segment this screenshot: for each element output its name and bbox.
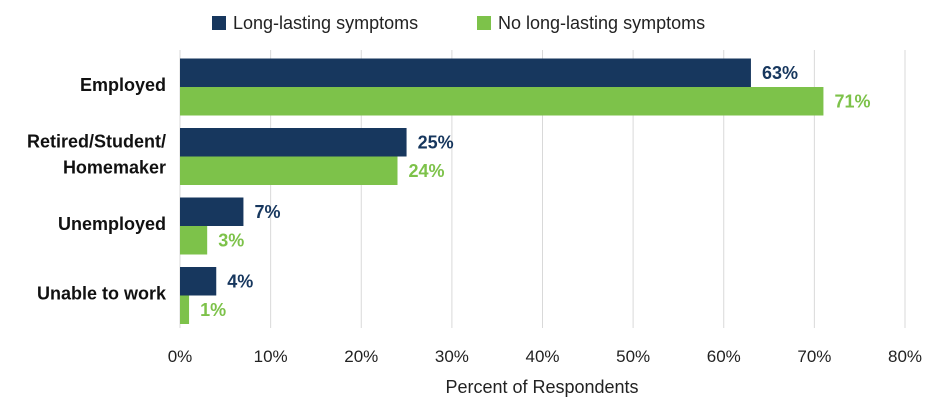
data-label: 4% xyxy=(227,271,253,291)
data-label: 71% xyxy=(834,91,870,111)
x-tick-label: 80% xyxy=(888,347,922,366)
x-tick-label: 20% xyxy=(344,347,378,366)
bar-no-long-lasting xyxy=(180,295,190,324)
legend-swatch xyxy=(212,16,226,30)
x-tick-label: 10% xyxy=(254,347,288,366)
bar-long-lasting xyxy=(180,128,407,157)
x-tick-label: 30% xyxy=(435,347,469,366)
legend: Long-lasting symptoms No long-lasting sym… xyxy=(212,13,705,33)
x-axis-ticks: 0% 10% 20% 30% 40% 50% 60% 70% 80% xyxy=(168,347,922,366)
bar-no-long-lasting xyxy=(180,156,398,185)
category-label: Employed xyxy=(80,75,166,95)
bar-long-lasting xyxy=(180,58,751,87)
x-tick-label: 70% xyxy=(797,347,831,366)
data-label: 24% xyxy=(409,161,445,181)
bar-long-lasting xyxy=(180,267,217,296)
bar-long-lasting xyxy=(180,197,244,226)
bar-no-long-lasting xyxy=(180,87,824,116)
legend-swatch xyxy=(477,16,491,30)
data-label: 3% xyxy=(218,230,244,250)
data-label: 25% xyxy=(418,132,454,152)
value-labels: 63% 71% 25% 24% 7% 3% 4%1% xyxy=(200,63,870,320)
x-axis-title: Percent of Respondents xyxy=(445,377,638,397)
x-tick-label: 60% xyxy=(707,347,741,366)
category-label: Homemaker xyxy=(63,157,166,177)
data-label: 7% xyxy=(254,202,280,222)
x-tick-label: 0% xyxy=(168,347,193,366)
category-label: Unable to work xyxy=(37,283,167,303)
legend-label: No long-lasting symptoms xyxy=(498,13,705,33)
category-label: Retired/Student/ xyxy=(27,131,166,151)
data-label: 63% xyxy=(762,63,798,83)
data-label: 1% xyxy=(200,300,226,320)
category-labels: Employed Retired/Student/Homemaker Unemplo… xyxy=(27,75,167,304)
x-tick-label: 40% xyxy=(525,347,559,366)
category-label: Unemployed xyxy=(58,214,166,234)
x-tick-label: 50% xyxy=(616,347,650,366)
legend-label: Long-lasting symptoms xyxy=(233,13,418,33)
bar-no-long-lasting xyxy=(180,226,208,255)
bars xyxy=(180,58,824,324)
